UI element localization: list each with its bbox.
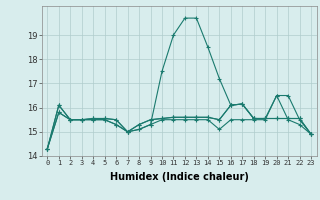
X-axis label: Humidex (Indice chaleur): Humidex (Indice chaleur) — [110, 172, 249, 182]
